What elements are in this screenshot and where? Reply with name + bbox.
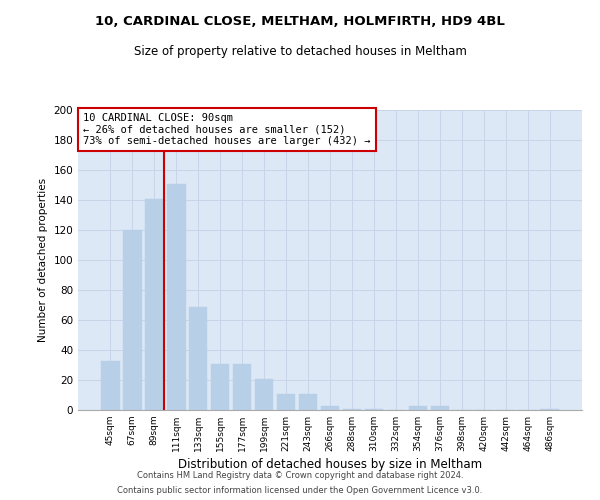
- Y-axis label: Number of detached properties: Number of detached properties: [38, 178, 48, 342]
- Bar: [145, 198, 164, 410]
- Bar: [167, 184, 185, 410]
- Text: 10, CARDINAL CLOSE, MELTHAM, HOLMFIRTH, HD9 4BL: 10, CARDINAL CLOSE, MELTHAM, HOLMFIRTH, …: [95, 15, 505, 28]
- Bar: [189, 306, 208, 410]
- Bar: [320, 406, 340, 410]
- X-axis label: Distribution of detached houses by size in Meltham: Distribution of detached houses by size …: [178, 458, 482, 471]
- Bar: [101, 360, 119, 410]
- Bar: [277, 394, 295, 410]
- Bar: [431, 406, 449, 410]
- Bar: [299, 394, 317, 410]
- Text: Size of property relative to detached houses in Meltham: Size of property relative to detached ho…: [134, 45, 466, 58]
- Bar: [255, 378, 274, 410]
- Bar: [409, 406, 427, 410]
- Bar: [211, 364, 229, 410]
- Text: Contains public sector information licensed under the Open Government Licence v3: Contains public sector information licen…: [118, 486, 482, 495]
- Text: 10 CARDINAL CLOSE: 90sqm
← 26% of detached houses are smaller (152)
73% of semi-: 10 CARDINAL CLOSE: 90sqm ← 26% of detach…: [83, 113, 371, 146]
- Bar: [343, 408, 361, 410]
- Text: Contains HM Land Registry data © Crown copyright and database right 2024.: Contains HM Land Registry data © Crown c…: [137, 471, 463, 480]
- Bar: [123, 230, 142, 410]
- Bar: [365, 408, 383, 410]
- Bar: [541, 408, 559, 410]
- Bar: [233, 364, 251, 410]
